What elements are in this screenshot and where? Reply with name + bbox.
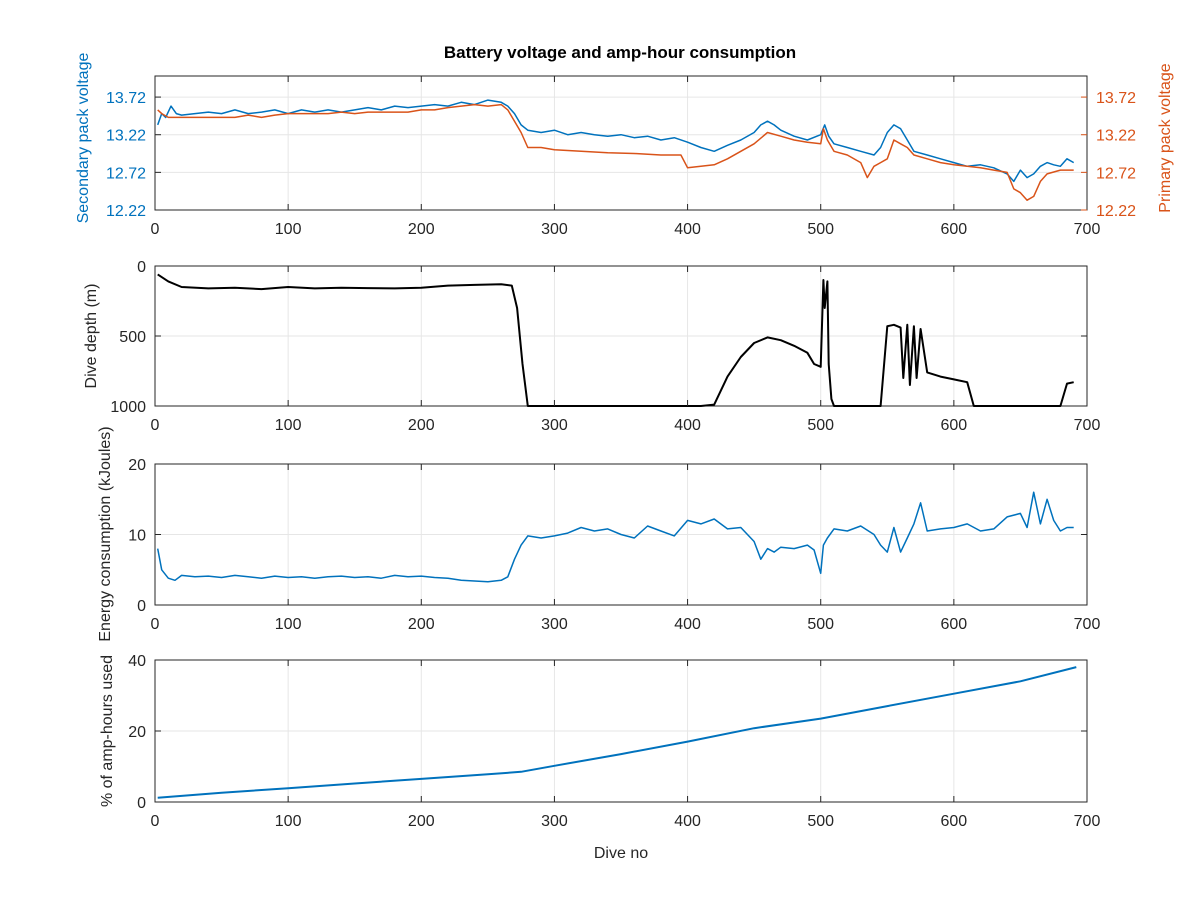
panel-depth-xtick-label: 0 bbox=[151, 417, 160, 434]
panel-depth-ylabel: Dive depth (m) bbox=[83, 284, 100, 389]
panel-depth-series bbox=[157, 273, 1074, 407]
panel-depth-xtick-label: 500 bbox=[807, 417, 834, 434]
panel-energy-xtick-label: 200 bbox=[408, 616, 435, 633]
panel-energy-ytick-label: 0 bbox=[137, 598, 146, 615]
panel-voltage-ytick-label-right: 12.72 bbox=[1096, 165, 1136, 182]
panel-depth-xtick-label: 100 bbox=[275, 417, 302, 434]
panel-voltage: 0 100 200 300 400 500 600 70012.2212.7213.2213.… bbox=[75, 53, 1174, 238]
panel-energy-xtick-label: 0 bbox=[151, 616, 160, 633]
panel-voltage-ticks: 0 100 200 300 400 500 600 70012.2212.7213.2213.… bbox=[106, 76, 1136, 238]
panel-amphours-series bbox=[157, 666, 1077, 799]
panel-voltage-ytick-label: 13.72 bbox=[106, 90, 146, 107]
panel-depth-ytick-label: 0 bbox=[137, 259, 146, 276]
panel-amphours-xtick-label: 500 bbox=[807, 813, 834, 830]
panel-amphours-ytick-label: 40 bbox=[128, 653, 146, 670]
panel-energy-series bbox=[156, 491, 1074, 583]
panel-energy-xtick-label: 600 bbox=[941, 616, 968, 633]
panel-voltage-ytick-label-right: 13.72 bbox=[1096, 90, 1136, 107]
panel-amphours-xlabel: Dive no bbox=[594, 845, 648, 862]
panel-voltage-xtick-label: 0 bbox=[151, 221, 160, 238]
panel-amphours-xtick-label: 700 bbox=[1074, 813, 1101, 830]
panel-energy-xtick-label: 400 bbox=[674, 616, 701, 633]
panel-voltage-grid bbox=[154, 76, 1088, 211]
panel-energy: 0 100 200 300 400 500 600 700 0 10 20 Energy consu… bbox=[97, 426, 1100, 641]
panel-amphours-xtick-label: 200 bbox=[408, 813, 435, 830]
panel-voltage-ytick-label: 12.22 bbox=[106, 203, 146, 220]
panel-energy-ylabel: Energy consumption (kJoules) bbox=[97, 426, 114, 641]
panel-depth-ytick-label: 500 bbox=[119, 329, 146, 346]
panel-amphours-xtick-label: 100 bbox=[275, 813, 302, 830]
panel-amphours-grid bbox=[154, 659, 1088, 803]
panel-voltage-xtick-label: 200 bbox=[408, 221, 435, 238]
panel-amphours: 0 100 200 300 400 500 600 700 0 20 40 % of amp-hou… bbox=[99, 653, 1100, 862]
panel-amphours-xtick-label: 300 bbox=[541, 813, 568, 830]
panel-voltage-xtick-label: 600 bbox=[941, 221, 968, 238]
panel-energy-ticks: 0 100 200 300 400 500 600 700 0 10 20 bbox=[128, 457, 1100, 633]
panel-depth-xtick-label: 700 bbox=[1074, 417, 1101, 434]
panel-voltage-xtick-label: 400 bbox=[674, 221, 701, 238]
panel-voltage-xtick-label: 700 bbox=[1074, 221, 1101, 238]
panel-voltage-xtick-label: 300 bbox=[541, 221, 568, 238]
panel-amphours-ylabel: % of amp-hours used bbox=[99, 655, 116, 807]
panel-depth-series-0-line bbox=[157, 273, 1074, 407]
panel-voltage-ytick-label: 12.72 bbox=[106, 165, 146, 182]
panel-energy-xtick-label: 100 bbox=[275, 616, 302, 633]
panel-depth: 0 100 200 300 400 500 600 700 0 500 1000 Dive dept… bbox=[83, 259, 1100, 434]
panel-energy-series-0-line bbox=[156, 491, 1074, 583]
panel-voltage-series-1-line bbox=[157, 103, 1074, 201]
panel-voltage-xtick-label: 100 bbox=[275, 221, 302, 238]
panel-voltage-series bbox=[156, 99, 1075, 201]
panel-depth-xtick-label: 400 bbox=[674, 417, 701, 434]
chart-title: Battery voltage and amp-hour consumption bbox=[444, 43, 796, 62]
panel-energy-ytick-label: 20 bbox=[128, 457, 146, 474]
panel-depth-xtick-label: 200 bbox=[408, 417, 435, 434]
panel-amphours-xtick-label: 0 bbox=[151, 813, 160, 830]
panel-voltage-series-0-line bbox=[156, 99, 1075, 183]
panel-voltage-ytick-label-right: 13.22 bbox=[1096, 128, 1136, 145]
panel-depth-xtick-label: 600 bbox=[941, 417, 968, 434]
panel-voltage-ylabel-right: Primary pack voltage bbox=[1157, 63, 1174, 212]
panel-voltage-ylabel-left: Secondary pack voltage bbox=[75, 53, 92, 224]
panel-amphours-ytick-label: 20 bbox=[128, 724, 146, 741]
panel-depth-ytick-label: 1000 bbox=[110, 399, 146, 416]
panel-energy-xtick-label: 700 bbox=[1074, 616, 1101, 633]
panel-depth-xtick-label: 300 bbox=[541, 417, 568, 434]
panel-amphours-series-0-line bbox=[157, 666, 1077, 799]
panel-energy-ytick-label: 10 bbox=[128, 528, 146, 545]
panel-voltage-axes-box bbox=[154, 75, 1088, 211]
panel-voltage-xtick-label: 500 bbox=[807, 221, 834, 238]
panel-amphours-xtick-label: 600 bbox=[941, 813, 968, 830]
panel-voltage-ytick-label-right: 12.22 bbox=[1096, 203, 1136, 220]
panel-energy-xtick-label: 500 bbox=[807, 616, 834, 633]
panel-energy-xtick-label: 300 bbox=[541, 616, 568, 633]
panel-amphours-xtick-label: 400 bbox=[674, 813, 701, 830]
panel-amphours-ytick-label: 0 bbox=[137, 795, 146, 812]
panel-depth-ticks: 0 100 200 300 400 500 600 700 0 500 1000 bbox=[110, 259, 1100, 434]
panel-amphours-ticks: 0 100 200 300 400 500 600 700 0 20 40 bbox=[128, 653, 1100, 830]
panel-voltage-ytick-label: 13.22 bbox=[106, 128, 146, 145]
